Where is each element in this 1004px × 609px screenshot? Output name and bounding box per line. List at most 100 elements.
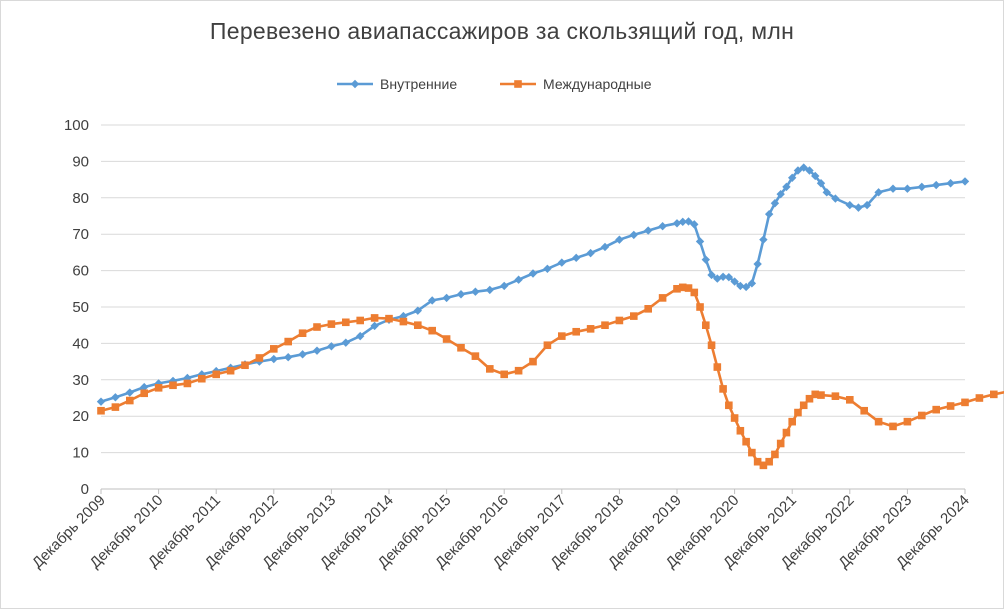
data-point [500,281,509,291]
data-point [753,457,762,466]
data-point [776,189,785,199]
data-point [586,248,595,258]
data-point [690,288,699,297]
data-point [543,341,552,350]
data-point [831,392,840,400]
data-point [782,182,791,192]
data-point [154,384,163,392]
data-point [854,203,863,212]
data-point [946,402,955,410]
data-point [759,235,768,244]
data-point [759,461,768,470]
data-point [126,396,134,405]
data-point [529,357,537,366]
data-point [917,182,926,192]
data-point [684,217,693,226]
data-point [946,179,955,188]
data-point [486,365,494,373]
data-point [327,320,336,328]
data-point [255,354,264,362]
data-point [414,321,422,329]
data-point [747,279,757,288]
data-point [874,417,883,426]
data-point [586,325,595,333]
data-point [298,329,307,338]
data-point [615,316,624,325]
data-point [183,379,192,388]
data-point [298,350,307,359]
data-point [644,305,652,313]
data-point [630,312,638,320]
data-point [356,331,365,341]
data-point [690,220,699,229]
data-point [111,403,120,411]
data-point [742,437,750,446]
data-point [831,194,840,203]
data-point [771,450,779,459]
series-line [100,285,1004,467]
data-point [730,414,739,422]
chart-title: Перевезено авиапассажиров за скользящий … [209,18,795,44]
data-point [845,200,854,210]
data-point [678,217,687,227]
data-point [97,406,105,415]
data-point [889,422,897,431]
data-point [341,338,350,347]
y-tick-label: 20 [72,408,89,425]
data-point [684,284,693,292]
data-point [140,389,148,398]
y-tick-label: 30 [72,372,89,389]
data-point [960,177,970,186]
y-axis-ticks: 0 10 20 30 40 50 60 70 80 90 100 [64,117,89,498]
x-axis [100,488,966,494]
data-point [975,394,984,402]
series-international [97,283,1004,470]
data-point [284,337,292,346]
data-point [457,343,465,352]
data-point [741,282,751,292]
data-point [725,401,733,410]
data-point [782,428,791,437]
data-point [399,317,408,326]
data-point [770,199,780,208]
data-point [793,166,803,175]
data-point [370,321,379,331]
legend-item: Внутренние [337,76,457,92]
data-point [713,274,722,283]
y-tick-label: 60 [72,263,89,280]
data-point [903,184,912,193]
data-point [702,321,710,329]
data-point [111,393,120,402]
data-point [313,323,321,331]
data-point [932,405,940,414]
data-point [764,209,774,219]
data-point [776,439,785,448]
data-point [695,237,705,246]
data-point [528,269,538,278]
data-point [788,417,796,426]
data-point [718,272,728,281]
data-point [168,376,178,386]
data-point [805,394,814,403]
data-point [428,326,436,335]
data-point [799,401,808,410]
data-point [284,353,293,362]
data-point [707,270,716,280]
data-point [860,406,868,415]
data-point [385,314,393,323]
data-point [226,366,235,375]
gridlines [101,124,965,454]
data-point [485,285,494,295]
y-tick-label: 0 [81,481,89,498]
data-point [696,303,704,311]
data-point [442,335,451,343]
data-point [753,259,762,269]
data-point [713,363,722,371]
data-point [356,316,364,325]
data-point [678,283,687,292]
data-point [312,346,322,355]
y-tick-label: 90 [72,153,89,170]
